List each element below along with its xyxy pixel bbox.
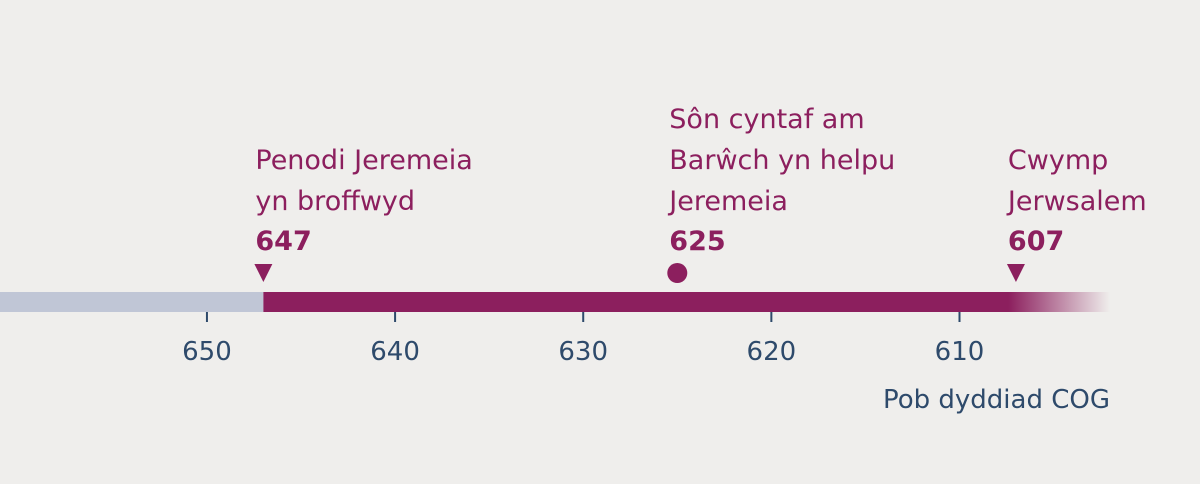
event-label: Barŵch yn helpu — [669, 145, 895, 176]
event-year: 625 — [669, 226, 725, 257]
event-marker — [667, 263, 688, 283]
tick-label: 650 — [182, 337, 232, 367]
event-year: 647 — [255, 226, 311, 257]
event-label: Jeremeia — [667, 186, 788, 217]
tick-label: 640 — [370, 337, 420, 367]
event-marker — [254, 264, 273, 282]
event-label: Penodi Jeremeia — [255, 145, 472, 176]
event-label: Jerwsalem — [1006, 186, 1147, 217]
bar-period — [263, 292, 1110, 312]
event-year: 607 — [1008, 226, 1064, 257]
event-label: Sôn cyntaf am — [669, 104, 864, 135]
event-label: yn broffwyd — [255, 186, 415, 217]
note: Pob dyddiad COG — [883, 385, 1110, 415]
tick-label: 630 — [558, 337, 608, 367]
tick-label: 610 — [935, 337, 985, 367]
tick-label: 620 — [747, 337, 797, 367]
event-label: Cwymp — [1008, 145, 1108, 176]
bar-before — [0, 292, 264, 312]
event-marker — [1006, 264, 1025, 282]
